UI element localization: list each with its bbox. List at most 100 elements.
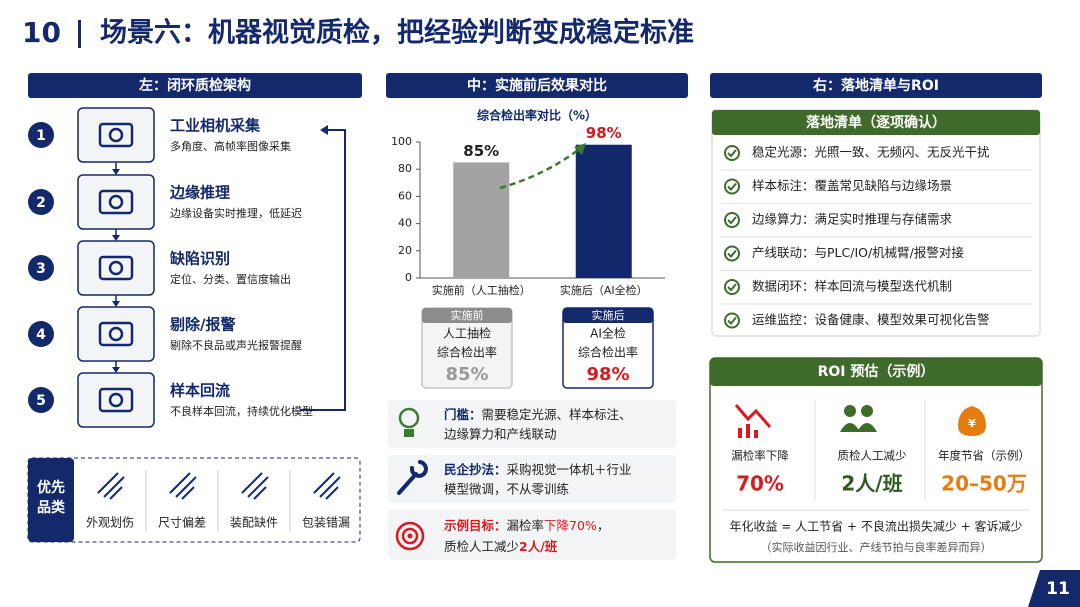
icon-down	[738, 428, 742, 438]
card-tag: 实施前	[451, 308, 484, 322]
x-tick-label: 实施前（人工抽检）	[432, 283, 531, 297]
slide-title: 场景六：机器视觉质检，把经验判断变成稳定标准	[100, 17, 694, 49]
check-icon	[724, 212, 740, 228]
trend-arrow	[499, 149, 579, 190]
arrow-head	[574, 143, 586, 155]
note-box	[388, 510, 676, 560]
roi-label: 质检人工减少	[838, 449, 907, 463]
icon-wrench	[397, 460, 428, 495]
icon-people	[844, 405, 856, 417]
step-desc: 多角度、高帧率图像采集	[170, 139, 291, 153]
arrow-head	[112, 235, 120, 241]
note-line: 门槛：需要稳定光源、样本标注、	[444, 407, 632, 422]
categories: 外观划伤 尺寸偏差 装配缺件 包装错漏	[86, 470, 350, 532]
note-text: 采购视觉一体机＋行业	[507, 462, 632, 477]
checklist-item: 稳定光源：光照一致、无频闪、无反光干扰	[752, 145, 990, 160]
card-tag-bg	[563, 308, 653, 323]
checklist-title: 落地清单（逐项确认）	[806, 114, 946, 131]
note-head: 示例目标：	[443, 518, 507, 533]
roi-value: 70%	[736, 472, 784, 496]
slide-number: 10	[22, 16, 61, 49]
checklist-item: 数据闭环：样本回流与模型迭代机制	[752, 279, 952, 294]
step-title: 边缘推理	[169, 184, 230, 202]
step-icon	[98, 321, 134, 347]
icon-target	[407, 533, 413, 539]
category-icon	[241, 472, 269, 500]
checklist-header	[712, 110, 1040, 135]
note-highlight: 下降70%	[544, 518, 597, 533]
bar	[575, 144, 632, 278]
step-title: 缺陷识别	[169, 250, 230, 268]
page-number: 11	[1046, 579, 1070, 599]
check-icon	[727, 283, 737, 292]
note-text: 漏检率	[507, 518, 545, 533]
step-badge	[28, 321, 54, 347]
check-icon	[724, 279, 740, 295]
step-icon-box	[77, 240, 155, 296]
value-label: 98%	[586, 124, 622, 142]
checklist-item: 样本标注：覆盖常见缺陷与边缘场景	[752, 178, 952, 193]
step-icon	[108, 194, 124, 210]
check-icon	[724, 245, 740, 262]
step-number: 3	[36, 261, 46, 277]
step-badge	[28, 189, 54, 215]
step-desc: 定位、分类、置信度输出	[170, 272, 291, 286]
divider	[78, 20, 81, 48]
icon-money: ¥	[968, 417, 976, 430]
category-item: 包装错漏	[302, 516, 350, 530]
column-title: 中：实施前后效果对比	[467, 77, 607, 94]
chart-title: 综合检出率对比（%）	[477, 108, 597, 123]
check-icon	[724, 312, 740, 329]
note-head: 民企抄法：	[444, 462, 507, 477]
category-icon	[97, 472, 125, 500]
step-icon	[108, 326, 124, 342]
step-icon-box	[77, 372, 155, 428]
category-label-bg	[28, 458, 74, 542]
column-title: 右：落地清单与ROI	[812, 77, 939, 94]
step-icon	[108, 127, 124, 143]
roi-label: 漏检率下降	[731, 449, 789, 463]
page-number-bg	[1028, 570, 1080, 607]
check-icon	[724, 145, 740, 161]
icon-bulb	[398, 407, 420, 429]
card-tag: 实施后	[592, 308, 625, 322]
step-title: 样本回流	[170, 382, 230, 400]
y-tick-label: 40	[398, 217, 412, 230]
column-title: 左：闭环质检架构	[138, 77, 251, 94]
y-tick-label: 100	[391, 135, 412, 148]
check-icon	[727, 249, 737, 258]
icon-target	[395, 521, 425, 551]
note-line: 质检人工减少2人/班	[444, 539, 558, 554]
icon-target	[401, 527, 419, 545]
category-label: 优先	[37, 479, 65, 496]
note-head: 门槛：	[444, 407, 482, 422]
category-label: 品类	[37, 499, 66, 516]
icon-down	[746, 424, 750, 438]
step-badge	[28, 387, 54, 413]
step-desc: 不良样本回流，持续优化模型	[170, 404, 313, 418]
note-box	[388, 400, 676, 448]
check-icon	[727, 149, 737, 158]
step-icon	[98, 255, 134, 281]
step-icon	[108, 260, 124, 276]
category-item: 尺寸偏差	[158, 515, 206, 530]
step-badge	[28, 255, 54, 281]
card-line: 人工抽检	[443, 326, 491, 341]
feedback-arrow	[300, 129, 346, 411]
step-icon	[98, 122, 134, 148]
card-value: 85%	[445, 364, 488, 385]
check-icon	[724, 178, 740, 195]
checklist-item: 边缘算力：满足实时推理与存储需求	[752, 212, 953, 227]
note-highlight: 2人/班	[519, 539, 558, 554]
x-tick-label: 实施后（AI全检）	[560, 283, 648, 297]
step-title: 工业相机采集	[170, 117, 261, 135]
column-header	[710, 73, 1042, 98]
step-number: 5	[36, 393, 46, 409]
note-box	[388, 455, 676, 503]
check-icon	[727, 182, 737, 191]
bar	[453, 162, 510, 278]
card-value: 98%	[586, 364, 629, 385]
note-line: 边缘算力和产线联动	[444, 427, 557, 442]
